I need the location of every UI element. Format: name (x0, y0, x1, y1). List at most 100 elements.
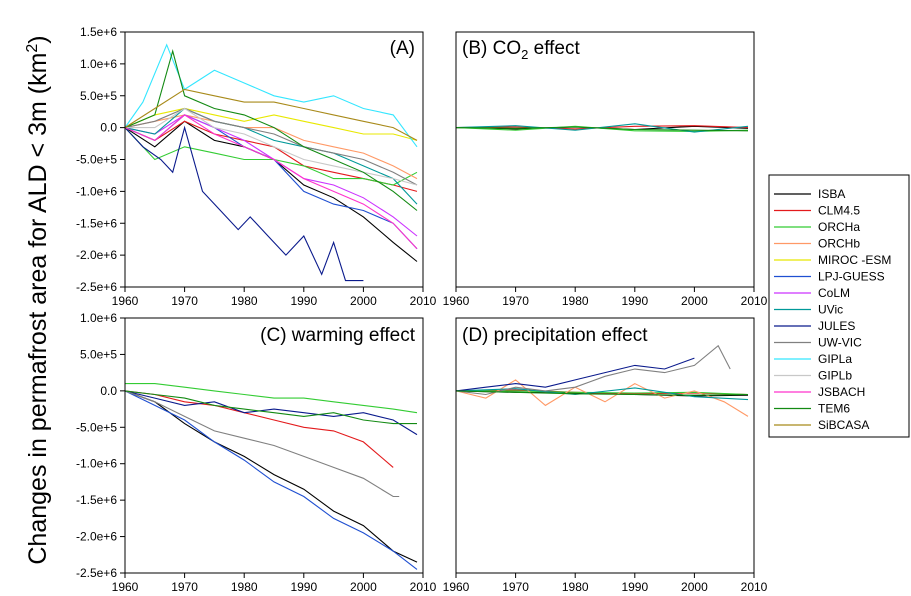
panel-a-series-uw-vic (124, 107, 418, 186)
panel-d-x-tick-label-1970: 1970 (502, 580, 529, 594)
panel-d-series-orcha (456, 390, 749, 396)
panel-c-title: (C) warming effect (260, 325, 416, 346)
panel-a-y-ticks: 1.5e+6 1.0e+6 5.0e+5 0.0 -5.0e+5 -1.0e+6 -1.5e… (76, 25, 125, 294)
panel-c-series (124, 383, 418, 570)
legend-label-gipla: GIPLa (818, 352, 852, 366)
panel-c-x-tick-label-2010: 2010 (410, 580, 437, 594)
legend-label-clm4-5: CLM4.5 (818, 204, 860, 218)
panel-d-series-uvic (455, 387, 749, 401)
panel-a-series-uvic (124, 107, 418, 205)
legend-label-isba: ISBA (818, 187, 845, 201)
panel-b-x-tick-label-1970: 1970 (502, 294, 529, 308)
panel-a-y-tick-label-1: 1.0e+6 (80, 57, 117, 71)
panel-c-y-tick-label-3: -5.0e+5 (76, 420, 117, 434)
panel-a-y-tick-label-4: -5.0e+5 (76, 153, 117, 167)
y-axis-label-superscript: 2 (24, 44, 41, 53)
panel-d-x-tick-label-1990: 1990 (621, 580, 648, 594)
legend-label-orchb: ORCHb (818, 237, 860, 251)
panel-b-title: (B) CO2 effect (462, 38, 580, 62)
panel-b-title-text: (B) CO (462, 38, 521, 59)
panel-c-x-tick-label-1980: 1980 (231, 580, 258, 594)
panel-b-series-uvic (455, 123, 749, 133)
panel-c: 1960 1970 1980 1990 2000 2010 1.0e+6 5.0e+5 0.0… (76, 311, 437, 594)
panel-a-x-tick-label-2010: 2010 (410, 294, 437, 308)
panel-a-series-jules (124, 125, 364, 282)
y-axis-label-end: ) (24, 35, 52, 43)
legend: ISBA CLM4.5 ORCHa ORCHb MIROC -ESM LPJ-GUESS C… (768, 174, 910, 438)
y-axis-label-main: Changes in permafrost area for ALD < 3m … (24, 53, 52, 565)
panel-a-series-sibcasa (124, 88, 418, 141)
panel-c-series-tem6 (124, 390, 417, 425)
panel-c-y-ticks: 1.0e+6 5.0e+5 0.0 -5.0e+5 -1.0e+6 -1.5e+6 -2.0… (76, 311, 125, 580)
panel-d-series (455, 344, 749, 417)
panel-d-series-uw-vic (455, 344, 731, 396)
panel-d-frame (455, 317, 755, 574)
panel-a-series-jsbach (124, 114, 418, 250)
panel-b-x-tick-label-2010: 2010 (741, 294, 768, 308)
legend-label-giplb: GIPLb (818, 369, 852, 383)
panel-c-y-tick-label-5: -1.5e+6 (76, 493, 117, 507)
panel-d: 1960 1970 1980 1990 2000 2010 (D) precipitati… (443, 317, 768, 594)
panel-c-y-tick-label-6: -2.0e+6 (76, 530, 117, 544)
panel-a-y-tick-label-5: -1.0e+6 (76, 184, 117, 198)
panel-c-y-tick-label-1: 5.0e+5 (80, 347, 117, 361)
legend-label-miroc-esm: MIROC -ESM (818, 253, 891, 267)
panel-d-series-tem6 (455, 390, 749, 396)
panel-b-title-subscript: 2 (521, 47, 528, 62)
panel-c-y-tick-label-4: -1.0e+6 (76, 457, 117, 471)
panel-c-y-tick-label-0: 1.0e+6 (80, 311, 117, 325)
panel-a-x-tick-label-1960: 1960 (112, 294, 139, 308)
panel-c-series-clm4-5 (124, 390, 394, 468)
panel-d-x-ticks: 1960 1970 1980 1990 2000 2010 (443, 573, 768, 594)
panel-a-series-orcha (124, 127, 418, 186)
panel-b: 1960 1970 1980 1990 2000 2010 (B) CO2 effect (443, 31, 768, 308)
panel-c-title-text: (C) warming effect (260, 325, 416, 346)
panel-b-x-tick-label-1990: 1990 (621, 294, 648, 308)
y-axis-label: Changes in permafrost area for ALD < 3m … (24, 35, 52, 564)
panel-b-title-suffix: effect (528, 38, 580, 59)
panel-a-x-tick-label-2000: 2000 (350, 294, 377, 308)
panel-b-series (455, 123, 749, 133)
panel-d-title-text: (D) precipitation effect (462, 325, 648, 346)
panel-a-series (124, 43, 418, 282)
legend-label-uw-vic: UW-VIC (818, 336, 862, 350)
panel-a-y-tick-label-0: 1.5e+6 (80, 25, 117, 39)
panel-c-y-tick-label-2: 0.0 (100, 384, 117, 398)
panel-c-series-uw-vic (124, 390, 400, 498)
panel-b-x-tick-label-1960: 1960 (443, 294, 470, 308)
panel-c-series-isba (124, 390, 418, 563)
panel-b-x-ticks: 1960 1970 1980 1990 2000 2010 (443, 287, 768, 308)
panel-a-y-tick-label-2: 5.0e+5 (80, 89, 117, 103)
legend-label-colm: CoLM (818, 286, 850, 300)
panel-c-x-tick-label-1960: 1960 (112, 580, 139, 594)
legend-frame (768, 174, 910, 438)
panel-c-series-lpj-guess (124, 390, 418, 570)
panel-a-x-tick-label-1980: 1980 (231, 294, 258, 308)
panel-a-y-tick-label-8: -2.5e+6 (76, 280, 117, 294)
panel-b-x-tick-label-2000: 2000 (681, 294, 708, 308)
panel-a-series-miroc-esm (124, 107, 418, 141)
panel-b-x-tick-label-1980: 1980 (562, 294, 589, 308)
panel-d-title: (D) precipitation effect (462, 325, 648, 346)
panel-a-series-isba (124, 120, 418, 262)
legend-label-sibcasa: SiBCASA (818, 418, 869, 432)
panel-d-x-tick-label-2010: 2010 (741, 580, 768, 594)
panel-a-y-tick-label-6: -1.5e+6 (76, 216, 117, 230)
panel-a-y-tick-label-3: 0.0 (100, 121, 117, 135)
legend-label-tem6: TEM6 (818, 402, 850, 416)
panel-c-series-jules (124, 390, 418, 436)
panel-a-x-ticks: 1960 1970 1980 1990 2000 2010 (112, 287, 437, 308)
panel-c-x-tick-label-1990: 1990 (290, 580, 317, 594)
panel-d-x-tick-label-2000: 2000 (681, 580, 708, 594)
panel-a-x-tick-label-1990: 1990 (290, 294, 317, 308)
legend-label-lpj-guess: LPJ-GUESS (818, 270, 885, 284)
legend-label-jsbach: JSBACH (818, 385, 865, 399)
panel-d-x-tick-label-1980: 1980 (562, 580, 589, 594)
panel-d-x-tick-label-1960: 1960 (443, 580, 470, 594)
panel-a-x-tick-label-1970: 1970 (171, 294, 198, 308)
panel-a: 1960 1970 1980 1990 2000 2010 1.5e+6 1.0e+6 5.0… (76, 25, 437, 308)
panel-c-y-tick-label-7: -2.5e+6 (76, 566, 117, 580)
panel-a-title-text: (A) (390, 38, 415, 59)
legend-label-orcha: ORCHa (818, 220, 860, 234)
